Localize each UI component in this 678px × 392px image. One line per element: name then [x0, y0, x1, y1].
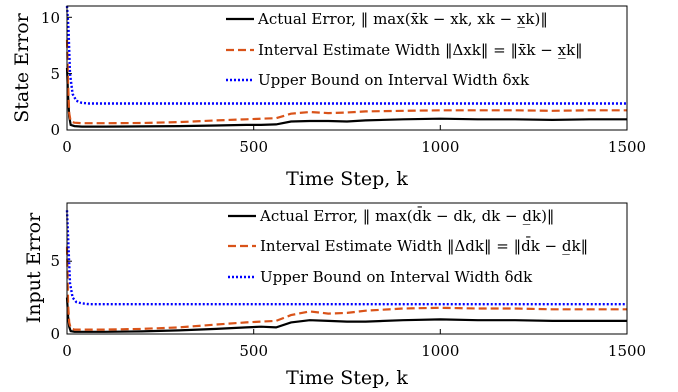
input-interval-width-line — [65, 246, 627, 331]
state-ytick-label-0: 0 — [50, 121, 60, 139]
state-legend-label-actual: Actual Error, ‖ max(x̄k − xk, xk − x̲k)‖ — [257, 10, 548, 28]
state-xtick-label-500: 500 — [239, 138, 268, 156]
input-upper-bound-line — [65, 210, 627, 306]
state-xtick-label-1000: 1000 — [421, 138, 459, 156]
state-legend: Actual Error, ‖ max(x̄k − xk, xk − x̲k)‖… — [226, 10, 583, 89]
state-legend-label-bound: Upper Bound on Interval Width δxk — [258, 71, 530, 89]
state-error-axes-box — [66, 5, 628, 131]
input-legend-label-interval: Interval Estimate Width ‖Δdk‖ = ‖d̄k − d… — [260, 237, 588, 255]
input-error-axes-box — [66, 202, 628, 335]
state-error-panel: 0 5 10 0 500 1000 1500 State Error Time … — [11, 5, 646, 190]
input-ytick-label-5: 5 — [50, 252, 60, 270]
input-xtick-label-1000: 1000 — [421, 342, 459, 360]
state-ytick-label-10: 10 — [41, 9, 60, 27]
state-ytick-label-5: 5 — [50, 65, 60, 83]
state-xtick-label-1500: 1500 — [608, 138, 646, 156]
input-xlabel: Time Step, k — [286, 367, 408, 389]
input-xtick-label-500: 500 — [239, 342, 268, 360]
input-ytick-label-0: 0 — [50, 325, 60, 343]
input-legend-label-actual: Actual Error, ‖ max(d̄k − dk, dk − d̲k)‖ — [259, 207, 554, 225]
input-legend: Actual Error, ‖ max(d̄k − dk, dk − d̲k)‖… — [228, 207, 588, 286]
input-xtick-label-1500: 1500 — [608, 342, 646, 360]
state-xtick-label-0: 0 — [62, 138, 72, 156]
state-legend-label-interval: Interval Estimate Width ‖Δxk‖ = ‖x̄k − x… — [258, 41, 583, 59]
input-legend-label-bound: Upper Bound on Interval Width δdk — [260, 268, 533, 286]
input-ylabel: Input Error — [23, 212, 45, 323]
state-actual-error-line — [65, 67, 627, 128]
state-error-series — [65, 5, 627, 128]
input-error-series — [65, 210, 627, 333]
state-interval-width-line — [65, 39, 627, 125]
input-error-panel: 0 5 0 500 1000 1500 Input Error Time Ste… — [23, 202, 646, 389]
state-xlabel: Time Step, k — [286, 168, 408, 190]
state-ylabel: State Error — [11, 12, 33, 122]
state-upper-bound-line — [65, 5, 627, 105]
input-actual-error-line — [65, 297, 627, 333]
input-xtick-label-0: 0 — [62, 342, 72, 360]
